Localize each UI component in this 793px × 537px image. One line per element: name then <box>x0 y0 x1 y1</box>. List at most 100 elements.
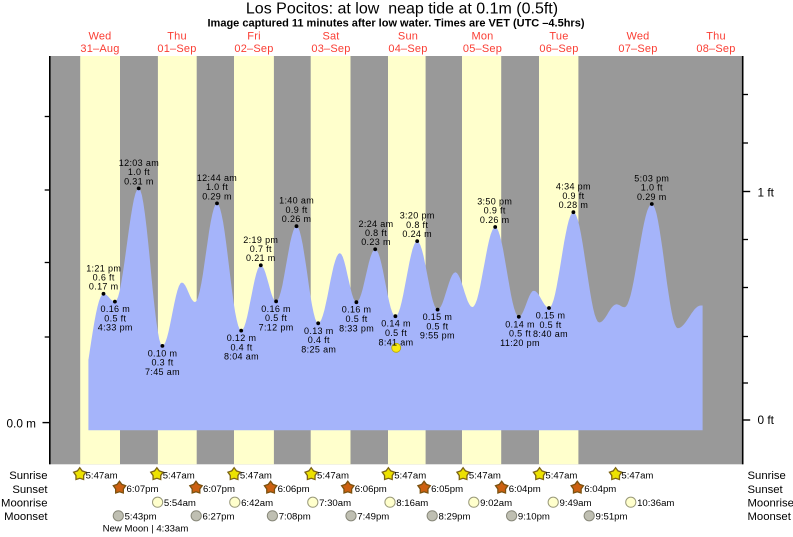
svg-text:0 ft: 0 ft <box>758 413 775 427</box>
svg-text:5:47am: 5:47am <box>163 470 195 481</box>
svg-text:8:16am: 8:16am <box>396 498 428 509</box>
svg-text:0.13 m: 0.13 m <box>304 326 334 336</box>
svg-text:Sun: Sun <box>398 31 418 43</box>
svg-text:Sunset: Sunset <box>748 484 784 496</box>
svg-text:0.14 m: 0.14 m <box>381 319 411 329</box>
svg-text:5:47am: 5:47am <box>240 470 272 481</box>
svg-text:8:29pm: 8:29pm <box>439 512 471 523</box>
svg-text:6:27pm: 6:27pm <box>203 512 235 523</box>
svg-text:8:40 am: 8:40 am <box>533 329 568 339</box>
svg-text:1.0 ft: 1.0 ft <box>128 167 150 177</box>
svg-text:0.8 ft: 0.8 ft <box>406 220 428 230</box>
svg-text:5:47am: 5:47am <box>394 470 426 481</box>
svg-text:5:47am: 5:47am <box>469 470 501 481</box>
svg-text:11:20 pm: 11:20 pm <box>500 338 540 348</box>
svg-text:0.16 m: 0.16 m <box>342 305 372 315</box>
svg-text:01–Sep: 01–Sep <box>157 43 196 55</box>
svg-text:Mon: Mon <box>472 31 494 43</box>
svg-text:Sunrise: Sunrise <box>9 470 47 482</box>
svg-text:8:04 am: 8:04 am <box>224 352 259 362</box>
svg-text:0.29 m: 0.29 m <box>637 192 667 202</box>
svg-text:Fri: Fri <box>247 31 260 43</box>
svg-text:0.17 m: 0.17 m <box>89 282 119 292</box>
svg-text:05–Sep: 05–Sep <box>463 43 502 55</box>
svg-text:Thu: Thu <box>706 31 726 43</box>
svg-text:0.15 m: 0.15 m <box>423 312 453 322</box>
svg-text:Image captured 11 minutes afte: Image captured 11 minutes after low wate… <box>208 18 585 30</box>
svg-text:5:47am: 5:47am <box>317 470 349 481</box>
svg-text:0.12 m: 0.12 m <box>227 333 257 343</box>
svg-text:1:40 am: 1:40 am <box>279 196 314 206</box>
svg-text:0.16 m: 0.16 m <box>100 304 130 314</box>
svg-text:0.3 ft: 0.3 ft <box>151 358 173 368</box>
svg-text:0.14 m: 0.14 m <box>505 319 535 329</box>
svg-text:Moonrise: Moonrise <box>1 498 47 510</box>
svg-text:5:47am: 5:47am <box>621 470 653 481</box>
svg-text:6:07pm: 6:07pm <box>127 484 159 495</box>
svg-text:8:41 am: 8:41 am <box>379 337 414 347</box>
svg-text:4:33 pm: 4:33 pm <box>98 323 133 333</box>
svg-text:0.28 m: 0.28 m <box>559 200 589 210</box>
svg-text:Tue: Tue <box>549 31 568 43</box>
svg-text:12:44 am: 12:44 am <box>197 173 237 183</box>
svg-text:2:19 pm: 2:19 pm <box>243 235 278 245</box>
svg-text:0.7 ft: 0.7 ft <box>250 244 272 254</box>
svg-text:5:03 pm: 5:03 pm <box>634 174 669 184</box>
svg-text:08–Sep: 08–Sep <box>696 43 735 55</box>
svg-text:8:33 pm: 8:33 pm <box>339 323 374 333</box>
svg-text:New Moon | 4:33am: New Moon | 4:33am <box>103 524 189 535</box>
svg-text:7:30am: 7:30am <box>319 498 351 509</box>
svg-text:1 ft: 1 ft <box>758 185 775 199</box>
svg-text:1:21 pm: 1:21 pm <box>86 263 121 273</box>
svg-text:0.26 m: 0.26 m <box>282 214 312 224</box>
svg-text:0.5 ft: 0.5 ft <box>265 313 287 323</box>
svg-text:7:45 am: 7:45 am <box>145 367 180 377</box>
svg-text:0.29 m: 0.29 m <box>202 191 232 201</box>
svg-text:6:07pm: 6:07pm <box>203 484 235 495</box>
svg-text:1.0 ft: 1.0 ft <box>206 182 228 192</box>
svg-text:0.10 m: 0.10 m <box>148 348 178 358</box>
svg-text:0.9 ft: 0.9 ft <box>484 206 506 216</box>
svg-text:5:43pm: 5:43pm <box>125 512 157 523</box>
svg-text:0.5 ft: 0.5 ft <box>539 320 561 330</box>
svg-text:Thu: Thu <box>167 31 187 43</box>
svg-text:7:12 pm: 7:12 pm <box>259 323 294 333</box>
svg-text:0.8 ft: 0.8 ft <box>365 228 387 238</box>
svg-text:Moonrise: Moonrise <box>748 498 793 510</box>
svg-text:0.5 ft: 0.5 ft <box>104 313 126 323</box>
svg-text:5:47am: 5:47am <box>86 470 118 481</box>
svg-text:0.9 ft: 0.9 ft <box>286 205 308 215</box>
svg-text:04–Sep: 04–Sep <box>388 43 427 55</box>
svg-text:9:51pm: 9:51pm <box>596 512 628 523</box>
svg-text:02–Sep: 02–Sep <box>234 43 273 55</box>
svg-text:9:10pm: 9:10pm <box>518 512 550 523</box>
svg-text:0.21 m: 0.21 m <box>246 253 276 263</box>
svg-text:0.9 ft: 0.9 ft <box>562 191 584 201</box>
svg-text:4:34 pm: 4:34 pm <box>556 182 591 192</box>
svg-text:6:06pm: 6:06pm <box>355 484 387 495</box>
svg-text:1.0 ft: 1.0 ft <box>641 183 663 193</box>
svg-text:5:47am: 5:47am <box>545 470 577 481</box>
svg-text:8:25 am: 8:25 am <box>301 344 336 354</box>
svg-text:0.26 m: 0.26 m <box>480 215 510 225</box>
svg-text:0.15 m: 0.15 m <box>536 311 566 321</box>
svg-text:Sat: Sat <box>322 31 339 43</box>
svg-text:0.5 ft: 0.5 ft <box>509 329 531 339</box>
svg-text:06–Sep: 06–Sep <box>539 43 578 55</box>
svg-text:07–Sep: 07–Sep <box>618 43 657 55</box>
svg-text:10:36am: 10:36am <box>637 498 674 509</box>
svg-text:0.4 ft: 0.4 ft <box>308 335 330 345</box>
svg-text:0.5 ft: 0.5 ft <box>426 321 448 331</box>
svg-text:Los Pocitos: at low neap tide: Los Pocitos: at low neap tide at 0.1m (0… <box>246 0 558 17</box>
svg-text:7:49pm: 7:49pm <box>357 512 389 523</box>
svg-text:7:08pm: 7:08pm <box>279 512 311 523</box>
svg-text:9:49am: 9:49am <box>560 498 592 509</box>
svg-text:12:03 am: 12:03 am <box>119 158 159 168</box>
svg-text:0.4 ft: 0.4 ft <box>230 342 252 352</box>
svg-text:6:04pm: 6:04pm <box>584 484 616 495</box>
svg-text:6:04pm: 6:04pm <box>509 484 541 495</box>
svg-text:03–Sep: 03–Sep <box>311 43 350 55</box>
svg-text:0.23 m: 0.23 m <box>361 237 391 247</box>
svg-text:0.5 ft: 0.5 ft <box>346 314 368 324</box>
svg-text:0.31 m: 0.31 m <box>124 176 154 186</box>
